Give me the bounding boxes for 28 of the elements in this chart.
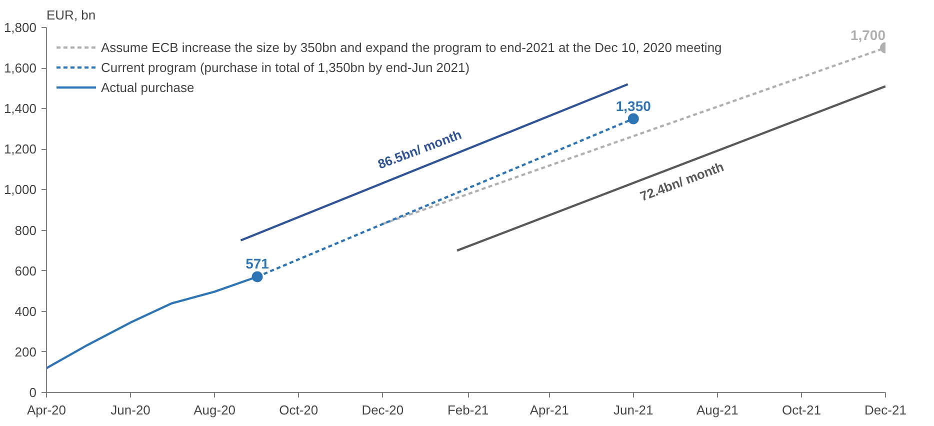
x-tick-label: Dec-20 [362,402,404,418]
y-axis-title: EUR, bn [46,8,96,22]
y-tick-label: 1,600 [4,60,37,76]
x-tick-label: Aug-20 [194,402,236,418]
legend-label: Current program (purchase in total of 1,350bn by end-Jun 2021) [101,59,470,75]
y-tick-label: 600 [14,263,37,278]
data-label: 1,700 [850,26,886,43]
x-tick-label: Feb-21 [447,402,489,418]
data-label: 571 [246,256,270,272]
x-tick-label: Apr-21 [530,402,569,418]
y-tick-label: 400 [14,304,37,319]
legend-label: Assume ECB increase the size by 350bn and expand the program to end-2021 at the Dec 10, 2020 meeting [101,39,722,55]
y-tick-label: 200 [14,344,37,360]
x-tick-label: Dec-21 [864,402,906,418]
x-tick-label: Apr-20 [26,402,66,418]
y-tick-label: 1,200 [4,142,37,157]
y-tick-label: 1,800 [4,20,37,35]
y-tick-label: 1,400 [4,101,37,116]
x-tick-label: Jun-21 [614,402,654,418]
x-tick-label: Oct-20 [279,402,318,418]
y-tick-label: 800 [14,222,37,238]
x-tick-label: Jun-20 [110,402,150,418]
legend-label: Actual purchase [101,79,194,95]
data-label: 1,350 [616,98,652,114]
y-tick-label: 0 [29,385,37,400]
x-tick-label: Oct-21 [782,402,821,418]
y-tick-label: 1,000 [4,182,37,198]
x-tick-label: Aug-21 [696,402,738,418]
